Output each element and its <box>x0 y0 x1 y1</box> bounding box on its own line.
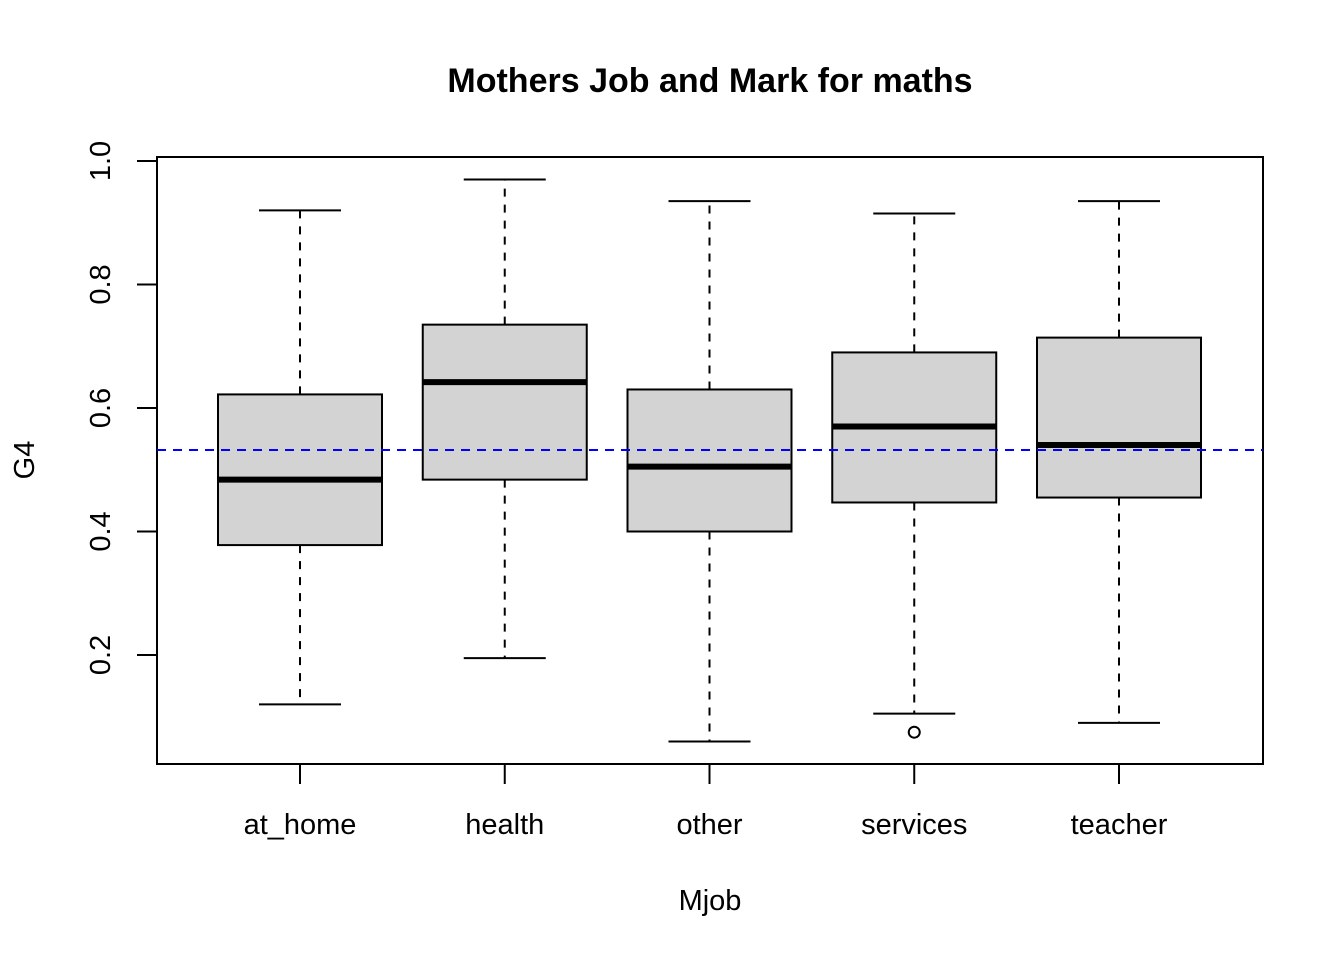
x-axis-label: Mjob <box>679 885 742 917</box>
x-tick-label: teacher <box>1071 809 1168 841</box>
x-tick-label: at_home <box>244 809 357 841</box>
box-teacher <box>1036 200 1202 724</box>
box-other <box>626 200 793 743</box>
y-axis: 0.2 0.4 0.6 0.8 1.0 <box>85 141 158 675</box>
outlier-point <box>907 725 921 739</box>
y-tick-label: 0.4 <box>85 511 117 551</box>
chart-title: Mothers Job and Mark for maths <box>447 62 972 100</box>
y-tick-label: 0.2 <box>85 635 117 675</box>
y-axis-label: G4 <box>9 441 41 480</box>
y-tick-label: 0.8 <box>85 264 117 304</box>
box-at_home <box>217 209 383 706</box>
x-tick-label: services <box>861 809 967 841</box>
y-tick-label: 1.0 <box>85 141 117 181</box>
iqr-box <box>626 388 793 533</box>
box-health <box>421 178 588 660</box>
iqr-box <box>421 323 588 481</box>
y-tick-label: 0.6 <box>85 388 117 428</box>
x-tick-label: other <box>676 809 742 841</box>
boxes <box>217 178 1202 743</box>
box-services <box>831 212 998 739</box>
x-axis: at_home health other services teacher <box>244 764 1168 841</box>
x-tick-label: health <box>465 809 544 841</box>
iqr-box <box>217 393 383 547</box>
iqr-box <box>1036 336 1202 499</box>
